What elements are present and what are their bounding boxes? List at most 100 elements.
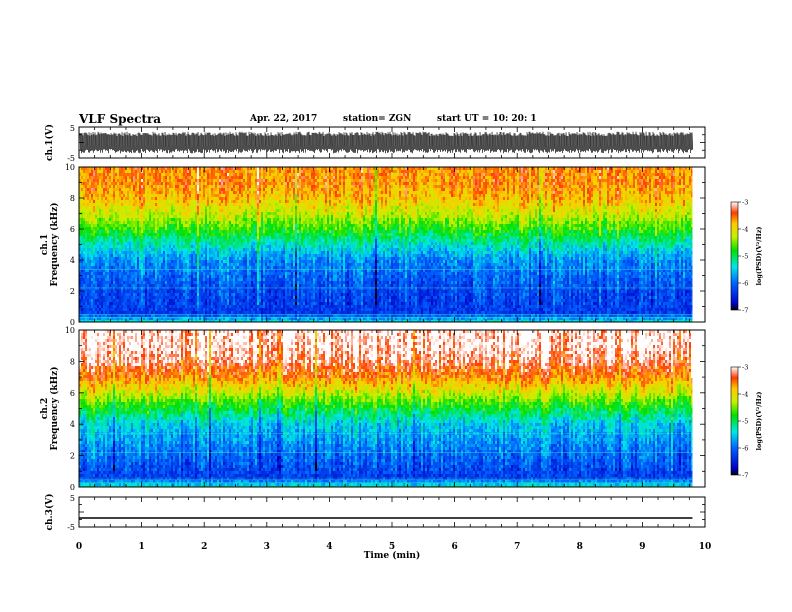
- spectrogram-cell: [491, 185, 493, 188]
- spectrogram-cell: [627, 203, 629, 206]
- spectrogram-cell: [137, 197, 139, 200]
- spectrogram-cell: [501, 170, 503, 173]
- spectrogram-cell: [273, 179, 275, 182]
- spectrogram-cell: [501, 179, 503, 182]
- spectrogram-cell: [141, 203, 143, 206]
- spectrogram-cell: [669, 182, 671, 185]
- spectrogram-cell: [121, 185, 123, 188]
- spectrogram-cell: [563, 173, 565, 176]
- spectrogram-cell: [297, 182, 299, 185]
- spectrogram-cell: [259, 170, 261, 173]
- spectrogram-cell: [331, 188, 333, 191]
- spectrogram-cell: [595, 185, 597, 188]
- spectrogram-cell: [105, 203, 107, 206]
- spectrogram-cell: [159, 200, 161, 203]
- spectrogram-cell: [569, 185, 571, 188]
- spectrogram-cell: [551, 194, 553, 197]
- spectrogram-cell: [131, 176, 133, 179]
- spectrogram-cell: [547, 179, 549, 182]
- spectrogram-cell: [347, 182, 349, 185]
- spectrogram-cell: [687, 197, 689, 200]
- spectrogram-cell: [691, 200, 692, 203]
- spectrogram-cell: [175, 206, 177, 209]
- spectrogram-cell: [237, 194, 239, 197]
- spectrogram-cell: [103, 200, 105, 203]
- spectrogram-cell: [489, 185, 491, 188]
- spectrogram-cell: [419, 206, 421, 209]
- spectrogram-cell: [601, 188, 603, 191]
- spectrogram-cell: [691, 206, 692, 209]
- spectrogram-cell: [275, 176, 277, 179]
- spectrogram-cell: [553, 194, 555, 197]
- spectrogram-cell: [643, 197, 645, 200]
- spectrogram-cell: [481, 179, 483, 182]
- spectrogram-cell: [225, 206, 227, 209]
- spectrogram-cell: [673, 170, 675, 173]
- spectrogram-cell: [683, 194, 685, 197]
- spectrogram-cell: [477, 185, 479, 188]
- spectrogram-cell: [297, 197, 299, 200]
- spectrogram-cell: [531, 209, 533, 212]
- spectrogram-cell: [375, 209, 377, 212]
- spectrogram-cell: [661, 194, 663, 197]
- spectrogram-cell: [673, 182, 675, 185]
- spectrogram-cell: [525, 206, 527, 209]
- spectrogram-cell: [515, 206, 517, 209]
- spectrogram-cell: [191, 170, 193, 173]
- spectrogram-cell: [667, 173, 669, 176]
- spectrogram-cell: [491, 203, 493, 206]
- spectrogram-cell: [213, 176, 215, 179]
- spectrogram-cell: [587, 176, 589, 179]
- spectrogram-cell: [421, 194, 423, 197]
- spectrogram-cell: [473, 182, 475, 185]
- spectrogram-cell: [179, 179, 181, 182]
- spectrogram-cell: [177, 182, 179, 185]
- spectrogram-cell: [495, 188, 497, 191]
- spectrogram-cell: [381, 173, 383, 176]
- spectrogram-cell: [615, 170, 617, 173]
- spectrogram-cell: [353, 200, 355, 203]
- spectrogram-cell: [357, 200, 359, 203]
- spectrogram-cell: [167, 209, 169, 212]
- spectrogram-cell: [561, 173, 563, 176]
- spectrogram-cell: [433, 185, 435, 188]
- spectrogram-cell: [651, 191, 653, 194]
- spectrogram-cell: [623, 191, 625, 194]
- spectrogram-cell: [579, 188, 581, 191]
- spectrogram-cell: [333, 203, 335, 206]
- spectrogram-cell: [113, 188, 115, 191]
- spectrogram-cell: [677, 173, 679, 176]
- spectrogram-cell: [389, 176, 391, 179]
- spectrogram-cell: [557, 170, 559, 173]
- spectrogram-cell: [279, 212, 281, 215]
- spectrogram-cell: [421, 203, 423, 206]
- spectrogram-cell: [453, 194, 455, 197]
- spectrogram-cell: [493, 176, 495, 179]
- spectrogram-cell: [199, 200, 201, 203]
- spectrogram-cell: [631, 179, 633, 182]
- spectrogram-cell: [429, 179, 431, 182]
- spectrogram-cell: [525, 191, 527, 194]
- spectrogram-cell: [173, 200, 175, 203]
- spectrogram-cell: [337, 170, 339, 173]
- spectrogram-cell: [555, 185, 557, 188]
- spectrogram-cell: [399, 191, 401, 194]
- spectrogram-cell: [189, 185, 191, 188]
- spectrogram-cell: [297, 209, 299, 212]
- spectrogram-cell: [559, 182, 561, 185]
- spectrogram-cell: [359, 194, 361, 197]
- spectrogram-cell: [667, 203, 669, 206]
- spectrogram-cell: [105, 197, 107, 200]
- spectrogram-cell: [255, 197, 257, 200]
- spectrogram-cell: [589, 173, 591, 176]
- spectrogram-cell: [277, 191, 279, 194]
- spectrogram-cell: [87, 176, 89, 179]
- spectrogram-cell: [165, 194, 167, 197]
- spectrogram-cell: [505, 203, 507, 206]
- spectrogram-cell: [627, 197, 629, 200]
- spectrogram-cell: [677, 203, 679, 206]
- spectrogram-cell: [299, 173, 301, 176]
- spectrogram-cell: [387, 170, 389, 173]
- spectrogram-cell: [279, 200, 281, 203]
